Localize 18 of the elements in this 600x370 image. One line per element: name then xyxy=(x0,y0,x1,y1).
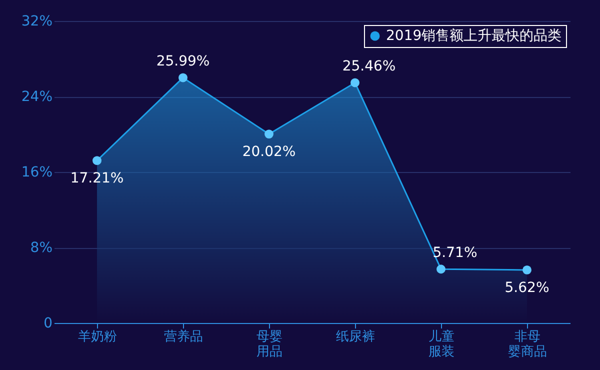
x-tick-label: 营养品 xyxy=(164,328,203,344)
y-tick-label: 16% xyxy=(21,164,52,180)
x-tick-label: 纸尿裤 xyxy=(336,330,375,344)
data-label: 20.02% xyxy=(242,144,296,160)
x-tick-label: 羊奶粉 xyxy=(78,330,117,344)
y-tick-label: 8% xyxy=(30,240,52,256)
legend-label: 2019销售额上升最快的品类 xyxy=(386,28,562,44)
data-label: 25.46% xyxy=(342,58,396,75)
x-tick-label: 母婴用品 xyxy=(256,330,282,360)
x-tick-label: 非母婴商品 xyxy=(508,330,547,360)
data-label: 25.99% xyxy=(156,54,210,70)
data-label: 5.71% xyxy=(432,245,478,262)
data-label: 17.21% xyxy=(70,170,124,187)
y-tick-label: 0 xyxy=(44,316,52,332)
y-tick-label: 32% xyxy=(21,14,52,30)
data-label: 5.62% xyxy=(504,280,550,296)
x-tick-label: 儿童服装 xyxy=(428,328,454,360)
y-tick-label: 24% xyxy=(21,89,52,105)
